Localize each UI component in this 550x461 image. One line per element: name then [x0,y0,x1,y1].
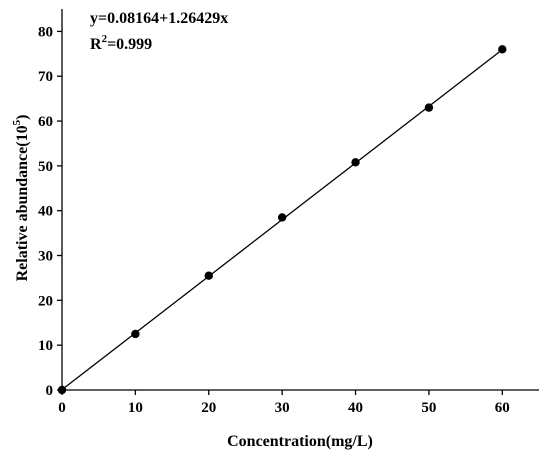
data-point-0-1 [131,329,140,339]
x-tick-label-60: 60 [495,400,510,416]
data-point-0-3 [277,213,287,222]
x-axis-title: Concentration(mg/L) [227,433,373,450]
y-tick-label-20: 20 [38,293,53,309]
x-tick-label-30: 30 [275,400,290,416]
data-point-0-5 [424,103,434,112]
r-squared-prefix: R [90,36,102,53]
y-axis-title-main: Relative abundance(10 [14,125,31,281]
x-tick-label-50: 50 [421,400,436,416]
r-squared-value: =0.999 [107,36,152,53]
y-axis-title: Relative abundance(105) [11,115,31,282]
y-tick-label-70: 70 [38,69,53,85]
y-tick-label-80: 80 [38,24,53,40]
y-tick-label-50: 50 [38,159,53,175]
data-point-0-2 [204,271,213,280]
tick-labels: 0 10 20 30 40 50 60 0 10 20 30 40 50 60 70 80 [38,24,510,416]
axes [61,9,539,391]
y-tick-label-60: 60 [38,114,53,130]
y-tick-label-0: 0 [46,383,54,399]
data-point-0-6 [498,45,507,54]
data-points [57,45,507,395]
r-squared-annotation: R2=0.999 [90,33,152,53]
x-tick-label-10: 10 [128,400,143,416]
x-tick-label-40: 40 [348,400,363,416]
y-tick-label-10: 10 [38,338,53,354]
equation-annotation: y=0.08164+1.26429x [90,10,228,27]
x-tick-label-20: 20 [201,400,216,416]
x-tick-label-0: 0 [58,400,66,416]
r-squared-superscript: 2 [102,33,108,45]
y-tick-label-40: 40 [38,204,53,220]
tick-marks [57,30,503,395]
data-point-0-0 [57,385,67,395]
y-tick-label-30: 30 [38,249,53,265]
y-axis-title-close: ) [14,115,31,120]
y-axis-title-superscript: 5 [11,119,23,125]
data-point-0-4 [351,158,360,167]
